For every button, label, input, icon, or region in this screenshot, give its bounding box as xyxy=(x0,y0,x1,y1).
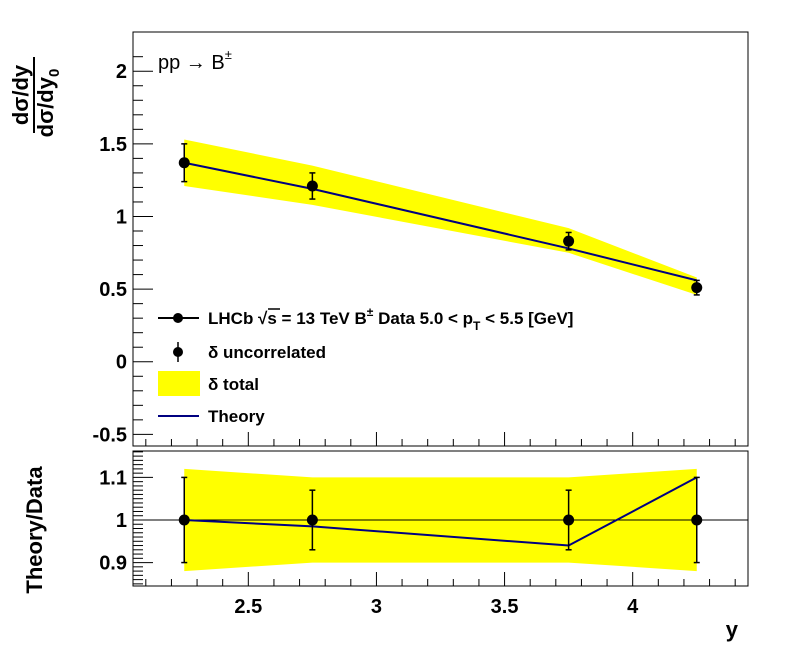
bottom-plot-frame xyxy=(132,450,749,587)
process-annotation-text: pp → B xyxy=(158,52,225,74)
legend-data-sub: T xyxy=(473,319,481,333)
process-annotation: pp → B± xyxy=(158,47,232,74)
legend: LHCb √s = 13 TeV B± Data 5.0 < pT < 5.5 … xyxy=(158,305,573,426)
bottom-ratio-point xyxy=(178,514,190,526)
legend-entry-theory: Theory xyxy=(158,407,265,426)
top-data-point xyxy=(178,157,190,169)
top-y-tick-label: 0 xyxy=(116,352,127,374)
top-y-tick-label: 1 xyxy=(116,206,127,228)
bottom-theory-ratio-line xyxy=(184,476,698,547)
top-data-point xyxy=(306,180,318,192)
process-annotation-sup: ± xyxy=(225,47,232,62)
x-tick-label: 2.5 xyxy=(234,596,262,618)
legend-uncorrelated-label: δ uncorrelated xyxy=(208,343,326,362)
y-title-denominator-sub: 0 xyxy=(46,69,63,77)
top-panel: -0.500.511.52 pp → B± dσ/dy dσ/dy0 LHCb … xyxy=(8,31,749,447)
legend-data-post: < 5.5 [GeV] xyxy=(480,309,573,328)
top-y-axis-title: dσ/dy dσ/dy0 xyxy=(8,57,63,137)
bottom-ratio-point xyxy=(691,514,703,526)
top-theory-line xyxy=(184,161,697,282)
bottom-theory-ratio-group xyxy=(184,476,698,547)
legend-uncorrelated-marker xyxy=(173,347,183,357)
y-title-numerator: dσ/dy xyxy=(8,64,33,125)
x-tick-label: 3.5 xyxy=(491,596,519,618)
top-total-band xyxy=(184,139,697,295)
top-total-band-group xyxy=(184,139,697,295)
top-y-tick-label: 0.5 xyxy=(99,279,127,301)
bottom-y-axis: 0.9 1 1.1 xyxy=(99,451,153,585)
bottom-y-tick-label: 1 xyxy=(116,510,127,532)
legend-entry-total: δ total xyxy=(158,371,259,396)
y-title-denominator-text: dσ/dy xyxy=(33,76,58,137)
legend-entry-uncorrelated: δ uncorrelated xyxy=(173,342,326,362)
bottom-y-tick-label: 0.9 xyxy=(99,553,127,575)
y-title-denominator: dσ/dy0 xyxy=(33,69,63,138)
bottom-x-axis: 2.5 3 3.5 4 xyxy=(145,572,736,618)
bottom-ratio-point xyxy=(306,514,318,526)
top-data-points-group xyxy=(178,143,703,296)
legend-data-label: LHCb √s = 13 TeV B± Data 5.0 < pT < 5.5 … xyxy=(208,305,573,333)
legend-data-marker xyxy=(173,313,183,323)
bottom-y-tick-label: 1.1 xyxy=(99,467,127,489)
legend-data-pre: LHCb √s = 13 TeV B xyxy=(208,309,367,328)
top-x-axis-ticks xyxy=(145,432,736,446)
top-plot-frame xyxy=(132,31,749,447)
legend-theory-label: Theory xyxy=(208,407,265,426)
bottom-panel: 0.9 1 1.1 2.5 3 3.5 4 Theory/Data y xyxy=(22,450,749,642)
top-data-point xyxy=(691,282,703,294)
legend-total-label: δ total xyxy=(208,375,259,394)
top-data-point xyxy=(563,235,575,247)
legend-data-sup: ± xyxy=(367,305,374,319)
top-y-tick-label: 1.5 xyxy=(99,134,127,156)
top-y-axis: -0.5 0 0.5 1 1.5 2 xyxy=(93,56,153,446)
legend-data-mid: Data 5.0 < p xyxy=(373,309,473,328)
bottom-ratio-point xyxy=(563,514,575,526)
bottom-ratio-points-group xyxy=(178,476,703,564)
legend-entry-data: LHCb √s = 13 TeV B± Data 5.0 < pT < 5.5 … xyxy=(158,305,573,333)
bottom-y-axis-title: Theory/Data xyxy=(22,466,47,594)
x-tick-label: 4 xyxy=(627,596,639,618)
top-theory-group xyxy=(184,161,697,282)
legend-total-swatch xyxy=(158,371,200,396)
top-y-tick-label: -0.5 xyxy=(93,424,127,446)
top-y-tick-label: 2 xyxy=(116,61,127,83)
x-axis-title: y xyxy=(726,617,739,642)
x-tick-label: 3 xyxy=(371,596,382,618)
